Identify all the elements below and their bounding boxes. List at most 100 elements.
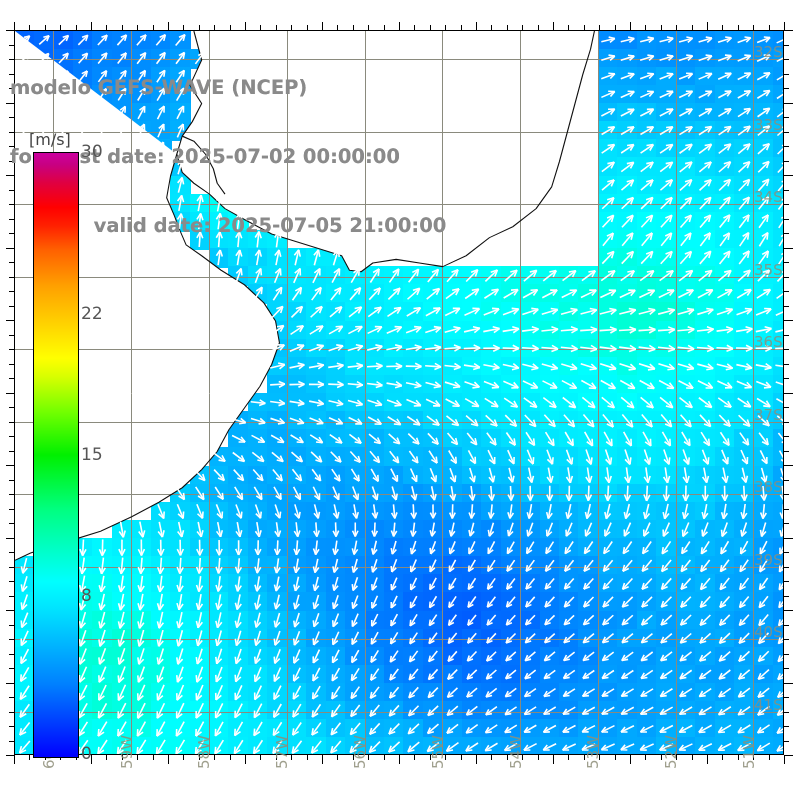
tick-mark (784, 508, 789, 510)
tick-mark (784, 233, 789, 234)
longitude-label-51W: 51W (739, 735, 758, 769)
tick-mark (229, 755, 231, 760)
tick-mark (6, 755, 14, 756)
tick-mark (460, 755, 462, 760)
tick-mark (9, 233, 14, 234)
tick-mark (9, 378, 14, 379)
tick-mark (9, 117, 14, 118)
tick-mark (9, 653, 14, 655)
tick-mark (599, 755, 601, 760)
tick-mark (9, 668, 14, 669)
longitude-label-55W: 55W (428, 735, 447, 769)
tick-mark (784, 291, 789, 292)
latitude-label-40S: 40S (754, 623, 783, 641)
tick-mark (337, 25, 339, 30)
tick-mark (784, 450, 789, 452)
tick-mark (506, 755, 508, 760)
colorbar-gradient (33, 152, 79, 758)
tick-mark (784, 131, 789, 133)
tick-mark (6, 30, 14, 31)
tick-mark (676, 755, 678, 760)
tick-mark (9, 349, 14, 350)
tick-mark (322, 755, 323, 764)
colorbar[interactable]: 30 22 15 8 0 (33, 142, 103, 764)
tick-mark (322, 22, 323, 30)
colorbar-tick-30: 30 (81, 142, 103, 162)
tick-mark (553, 755, 554, 764)
tick-mark (9, 436, 14, 437)
tick-mark (522, 755, 524, 760)
tick-mark (337, 755, 339, 760)
tick-mark (737, 25, 739, 30)
map-plot-area[interactable] (14, 30, 784, 755)
tick-mark (9, 160, 14, 162)
colorbar-tick-0: 0 (81, 744, 92, 764)
tick-mark (260, 25, 262, 30)
tick-mark (784, 30, 793, 31)
tick-mark (306, 755, 308, 760)
tick-mark (583, 755, 585, 760)
tick-mark (383, 25, 385, 30)
wind-field-layer (15, 31, 783, 754)
tick-mark (784, 73, 789, 75)
tick-mark (291, 25, 293, 30)
tick-mark (152, 755, 154, 760)
tick-mark (121, 25, 123, 30)
tick-mark (784, 682, 793, 684)
tick-mark (306, 25, 308, 30)
tick-mark (645, 25, 647, 30)
tick-mark (9, 218, 14, 220)
tick-mark (630, 22, 631, 30)
tick-mark (784, 610, 793, 611)
tick-mark (14, 22, 15, 30)
tick-mark (784, 421, 789, 423)
tick-mark (9, 740, 14, 742)
tick-mark (275, 755, 277, 760)
tick-mark (784, 247, 793, 249)
tick-mark (722, 755, 724, 760)
tick-mark (91, 22, 92, 30)
wind-speed-heatmap-canvas (15, 31, 783, 754)
colorbar-tick-8: 8 (81, 586, 92, 607)
tick-mark (60, 25, 62, 30)
tick-mark (784, 523, 789, 524)
tick-mark (198, 25, 200, 30)
tick-mark (9, 508, 14, 510)
tick-mark (768, 25, 770, 30)
tick-mark (9, 407, 14, 408)
tick-mark (214, 755, 216, 760)
tick-mark (522, 25, 524, 30)
tick-mark (753, 755, 755, 760)
tick-mark (614, 755, 616, 760)
tick-mark (137, 25, 139, 30)
tick-mark (784, 146, 789, 147)
tick-mark (476, 22, 477, 30)
tick-mark (784, 262, 789, 263)
tick-mark (784, 624, 789, 626)
tick-mark (245, 22, 246, 30)
tick-mark (291, 755, 293, 760)
tick-mark (9, 552, 14, 553)
tick-mark (784, 88, 789, 89)
tick-mark (784, 334, 789, 336)
longitude-label-58W: 58W (195, 735, 214, 769)
tick-mark (183, 25, 185, 30)
tick-mark (707, 22, 708, 30)
tick-mark (753, 25, 755, 30)
longitude-label-54W: 54W (506, 735, 525, 769)
tick-mark (568, 755, 570, 760)
tick-mark (645, 755, 647, 760)
tick-mark (491, 25, 493, 30)
tick-mark (784, 102, 793, 104)
tick-mark (9, 291, 14, 292)
tick-mark (152, 25, 154, 30)
tick-mark (476, 755, 477, 764)
tick-mark (9, 305, 14, 307)
tick-mark (368, 755, 370, 760)
tick-mark (630, 755, 631, 764)
colorbar-unit-label: [m/s] (29, 130, 71, 149)
tick-mark (229, 25, 231, 30)
tick-mark (183, 755, 185, 760)
tick-mark (768, 755, 770, 760)
